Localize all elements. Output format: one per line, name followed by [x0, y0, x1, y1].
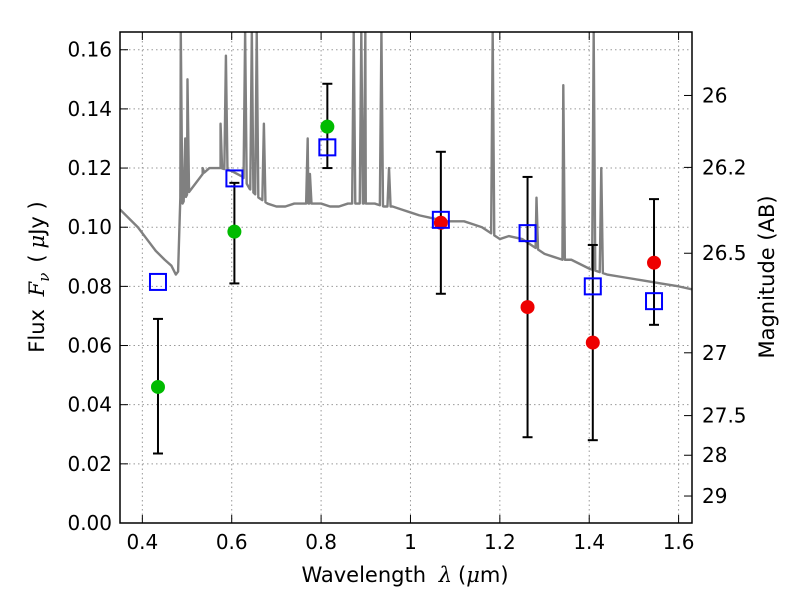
y2-tick-label: 28	[702, 443, 727, 467]
model-spectrum	[120, 32, 692, 291]
y2-tick-label: 27.5	[702, 404, 747, 428]
x-tick-label: 0.6	[216, 530, 248, 554]
blue-square-point	[148, 272, 167, 291]
y-tick-label: 0.12	[67, 156, 112, 180]
blue-square-point	[225, 169, 244, 188]
y-tick-label: 0.16	[67, 38, 112, 62]
red-point	[433, 215, 448, 230]
blue-square-point	[645, 292, 664, 311]
green-point	[320, 119, 335, 134]
y2-axis-title: Magnitude (AB)	[755, 195, 779, 358]
red-point	[585, 335, 600, 350]
blue-square-point	[318, 138, 337, 157]
data-points	[148, 82, 664, 455]
y2-tick-label: 29	[702, 484, 727, 508]
y-tick-label: 0.14	[67, 97, 112, 121]
axes: 0.4 0.6 0.8 1 1.2 1.4 1.6 0.00 0.02 0.04 0.06 0.08 0…	[67, 31, 747, 554]
y2-tick-label: 26.5	[702, 241, 747, 265]
model-spectrum-line	[120, 32, 692, 291]
y-tick-label: 0.02	[67, 452, 112, 476]
x-tick-label: 0.4	[126, 530, 158, 554]
x-axis-title: Wavelength λ (μm)	[301, 563, 508, 587]
y-tick-label: 0.00	[67, 511, 112, 535]
y2-tick-label: 26.2	[702, 155, 747, 179]
y-tick-label: 0.10	[67, 215, 112, 239]
blue-square-point	[583, 277, 602, 296]
y2-tick-label: 26	[702, 83, 727, 107]
red-point	[520, 300, 535, 315]
red-point	[647, 255, 662, 270]
blue-square-point	[431, 210, 450, 229]
grid	[120, 32, 692, 524]
y-tick-label: 0.08	[67, 274, 112, 298]
x-tick-label: 1.6	[663, 530, 695, 554]
y-axis-title: Flux Fν(μJy )	[25, 201, 53, 352]
plot-frame	[119, 31, 693, 524]
green-point	[150, 379, 165, 394]
y-tick-label: 0.04	[67, 393, 112, 417]
y-tick-label: 0.06	[67, 334, 112, 358]
x-tick-label: 0.8	[305, 530, 337, 554]
green-point	[227, 224, 242, 239]
x-tick-label: 1	[404, 530, 417, 554]
x-tick-label: 1.4	[573, 530, 605, 554]
y2-tick-label: 27	[702, 341, 727, 365]
blue-square-point	[518, 224, 537, 243]
x-tick-label: 1.2	[484, 530, 516, 554]
